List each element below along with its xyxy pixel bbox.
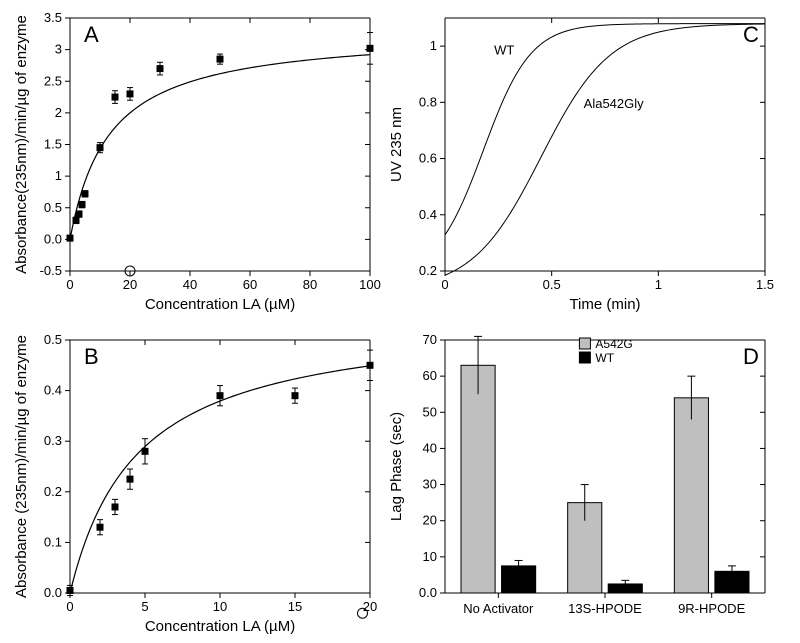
svg-text:15: 15: [288, 599, 302, 614]
svg-text:100: 100: [359, 277, 381, 292]
svg-text:0.4: 0.4: [44, 383, 62, 398]
svg-text:40: 40: [423, 440, 437, 455]
x-axis-label: Concentration LA (µM): [145, 296, 295, 313]
svg-text:3: 3: [55, 42, 62, 57]
data-point: [97, 524, 103, 530]
svg-text:0.5: 0.5: [44, 332, 62, 347]
x-axis-label: Concentration LA (µM): [145, 618, 295, 635]
svg-text:1: 1: [655, 277, 662, 292]
fit-curve: [70, 55, 370, 240]
svg-text:0.6: 0.6: [419, 151, 437, 166]
panel-a: 0 20 40 60 80 100 -0.5 0.0 0.5 1 1.5 2 2.5 3 3.5 Concen…: [12, 8, 384, 319]
panel-letter: C: [743, 22, 759, 47]
data-point: [127, 91, 133, 97]
data-point: [112, 504, 118, 510]
panel-letter: A: [84, 22, 99, 47]
y-axis-label: Absorbance(235nm)/min/µg of enzyme: [13, 15, 30, 274]
svg-text:0.4: 0.4: [419, 207, 437, 222]
svg-text:1.5: 1.5: [756, 277, 774, 292]
y-axis-label: Absorbance (235nm)/min/µg of enzyme: [13, 335, 30, 598]
category-label: 13S-HPODE: [568, 601, 642, 616]
svg-text:0.5: 0.5: [543, 277, 561, 292]
svg-text:60: 60: [243, 277, 257, 292]
svg-text:10: 10: [213, 599, 227, 614]
x-axis-label: Time (min): [569, 296, 640, 313]
svg-text:60: 60: [423, 368, 437, 383]
svg-text:0.5: 0.5: [44, 200, 62, 215]
svg-text:80: 80: [303, 277, 317, 292]
series-label: Ala542Gly: [584, 96, 644, 111]
svg-text:70: 70: [423, 332, 437, 347]
bar-A542G: [461, 365, 495, 593]
data-point: [76, 211, 82, 217]
data-point: [367, 45, 373, 51]
svg-text:3.5: 3.5: [44, 10, 62, 25]
svg-text:0.0: 0.0: [419, 585, 437, 600]
svg-text:1: 1: [430, 38, 437, 53]
svg-text:0.1: 0.1: [44, 534, 62, 549]
svg-text:0.2: 0.2: [419, 263, 437, 278]
legend-label: WT: [595, 351, 614, 365]
legend: A542GWT: [579, 337, 632, 365]
legend-swatch: [579, 352, 590, 363]
svg-text:2.5: 2.5: [44, 73, 62, 88]
series-ala542gly: [445, 24, 765, 275]
data-point: [67, 235, 73, 241]
svg-text:1.5: 1.5: [44, 137, 62, 152]
svg-text:5: 5: [141, 599, 148, 614]
svg-text:0.8: 0.8: [419, 94, 437, 109]
panel-b: 0 5 10 15 20 0.0 0.1 0.2 0.3 0.4 0.5 Concentration …: [12, 330, 384, 641]
svg-text:20: 20: [123, 277, 137, 292]
svg-text:30: 30: [423, 477, 437, 492]
data-point: [217, 393, 223, 399]
svg-text:0: 0: [66, 277, 73, 292]
panel-letter: D: [743, 344, 759, 369]
panel-c: 0 0.5 1 1.5 0.2 0.4 0.6 0.8 1 Time (min) UV 235 nm…: [387, 8, 779, 319]
data-point: [97, 145, 103, 151]
svg-text:0.2: 0.2: [44, 484, 62, 499]
category-label: No Activator: [463, 601, 534, 616]
data-point: [112, 94, 118, 100]
y-axis-label: Lag Phase (sec): [388, 412, 405, 521]
figure-root: 020406080100-0.50.00.511.522.533.5Concen…: [0, 0, 800, 643]
svg-text:1: 1: [55, 168, 62, 183]
svg-text:0.3: 0.3: [44, 433, 62, 448]
panel-letter: B: [84, 344, 99, 369]
data-point: [67, 587, 73, 593]
svg-text:0: 0: [441, 277, 448, 292]
svg-text:2: 2: [55, 105, 62, 120]
data-point: [127, 476, 133, 482]
category-label: 9R-HPODE: [678, 601, 746, 616]
data-point: [367, 362, 373, 368]
svg-text:0.0: 0.0: [44, 231, 62, 246]
data-point: [73, 217, 79, 223]
svg-text:0.0: 0.0: [44, 585, 62, 600]
svg-text:40: 40: [183, 277, 197, 292]
data-point: [157, 66, 163, 72]
series-wt: [445, 24, 765, 235]
panel-d: 0.0 10 20 30 40 50 60 70 Lag Phase (sec) No Activ…: [387, 330, 779, 641]
legend-swatch: [579, 338, 590, 349]
y-axis-label: UV 235 nm: [388, 107, 405, 182]
svg-text:50: 50: [423, 404, 437, 419]
data-point: [292, 393, 298, 399]
svg-text:20: 20: [363, 599, 377, 614]
svg-text:0: 0: [66, 599, 73, 614]
legend-label: A542G: [595, 337, 632, 351]
svg-text:20: 20: [423, 513, 437, 528]
data-point: [142, 448, 148, 454]
series-label: WT: [494, 43, 514, 58]
svg-text:10: 10: [423, 549, 437, 564]
data-point: [217, 56, 223, 62]
data-point: [79, 202, 85, 208]
bar-A542G: [674, 398, 708, 593]
data-point: [82, 191, 88, 197]
svg-text:-0.5: -0.5: [40, 263, 62, 278]
